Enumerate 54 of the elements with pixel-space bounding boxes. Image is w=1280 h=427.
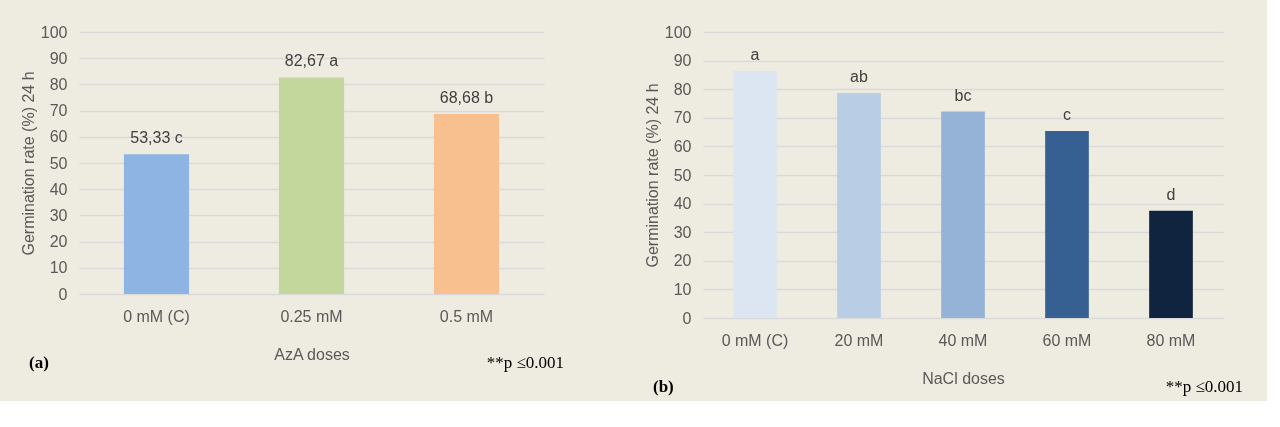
- text: **p ≤0.001: [486, 353, 564, 372]
- y-tick-label: 30: [673, 223, 692, 241]
- y-tick-label: 100: [40, 23, 68, 41]
- x-tick-label: 80 mM: [1146, 331, 1196, 349]
- y-tick-label: 80: [49, 75, 68, 93]
- x-axis-title: AzA doses: [274, 345, 350, 363]
- text: (a): [29, 353, 49, 372]
- y-tick-label: 40: [673, 195, 692, 213]
- y-tick-label: 90: [673, 52, 692, 70]
- y-tick-label: 10: [49, 259, 68, 277]
- data-label: d: [1166, 185, 1176, 203]
- y-tick-label: 100: [664, 23, 692, 41]
- text: (b): [653, 377, 674, 396]
- y-tick-label: 70: [49, 102, 68, 120]
- x-tick-label: 40 mM: [938, 331, 988, 349]
- x-tick-label: 0 mM (C): [123, 307, 190, 325]
- y-tick-label: 40: [49, 180, 68, 198]
- x-tick-label: 0.25 mM: [280, 307, 343, 325]
- y-tick-label: 80: [673, 80, 692, 98]
- y-tick-label: 30: [49, 206, 68, 224]
- x-tick-label: 20 mM: [834, 331, 884, 349]
- data-label: a: [750, 45, 760, 63]
- bar: [123, 154, 190, 294]
- bar: [733, 70, 777, 318]
- y-tick-label: 50: [673, 166, 692, 184]
- data-label: bc: [954, 86, 972, 104]
- bar: [278, 77, 345, 294]
- text: **p ≤0.001: [1165, 377, 1243, 396]
- data-label: 68,68 b: [439, 89, 494, 107]
- data-label: 53,33 c: [130, 129, 183, 147]
- y-tick-label: 50: [49, 154, 68, 172]
- x-tick-label: 0 mM (C): [721, 331, 789, 349]
- y-tick-label: 0: [682, 309, 692, 327]
- y-tick-label: 90: [49, 49, 68, 67]
- bar: [1045, 130, 1089, 318]
- x-axis-title: NaCl doses: [922, 369, 1005, 387]
- data-label: ab: [850, 67, 868, 85]
- data-label: 82,67 a: [284, 52, 339, 70]
- y-tick-label: 60: [673, 137, 692, 155]
- x-tick-label: 0.5 mM: [439, 307, 494, 325]
- y-tick-label: 60: [49, 128, 68, 146]
- bar: [837, 92, 881, 318]
- y-axis-title: Germination rate (%) 24 h: [643, 83, 661, 268]
- data-label: c: [1063, 105, 1071, 123]
- y-tick-label: 10: [673, 280, 692, 298]
- y-tick-label: 20: [673, 252, 692, 270]
- bar: [433, 114, 500, 294]
- y-tick-label: 70: [673, 109, 692, 127]
- bar: [941, 111, 985, 318]
- y-tick-label: 0: [58, 285, 68, 303]
- y-tick-label: 20: [49, 233, 68, 251]
- y-axis-title: Germination rate (%) 24 h: [19, 71, 37, 256]
- x-tick-label: 60 mM: [1042, 331, 1092, 349]
- bar: [1149, 210, 1193, 318]
